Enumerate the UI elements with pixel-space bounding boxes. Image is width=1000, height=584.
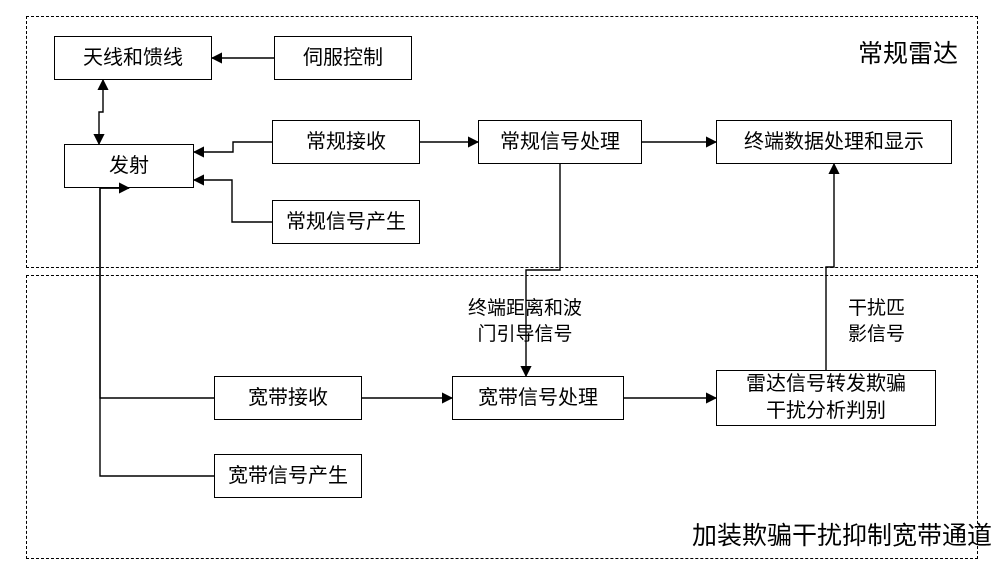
node-sigconv: 常规信号产生 [272,200,420,244]
node-wbgen: 宽带信号产生 [214,454,362,498]
node-antenna: 天线和馈线 [54,36,212,80]
node-terminal: 终端数据处理和显示 [716,120,952,164]
edge-label-gate: 终端距离和波门引导信号 [468,296,582,347]
node-wbrx: 宽带接收 [214,376,362,420]
node-rxconv: 常规接收 [272,120,420,164]
node-procconv: 常规信号处理 [478,120,642,164]
edge-label-match: 干扰匹影信号 [848,296,905,347]
diagram-canvas: 常规雷达 加装欺骗干扰抑制宽带通道 天线和馈线 伺服控制 发射 常规接收 常规信… [0,0,1000,584]
node-servo: 伺服控制 [274,36,412,80]
panel-bottom-title: 加装欺骗干扰抑制宽带通道 [692,516,992,552]
node-deception: 雷达信号转发欺骗干扰分析判别 [716,370,936,426]
panel-top-title: 常规雷达 [858,34,958,70]
node-wbproc: 宽带信号处理 [452,376,624,420]
node-transmit: 发射 [64,144,194,188]
